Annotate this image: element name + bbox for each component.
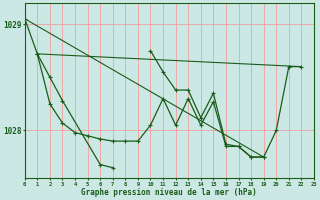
X-axis label: Graphe pression niveau de la mer (hPa): Graphe pression niveau de la mer (hPa) [82, 188, 257, 197]
